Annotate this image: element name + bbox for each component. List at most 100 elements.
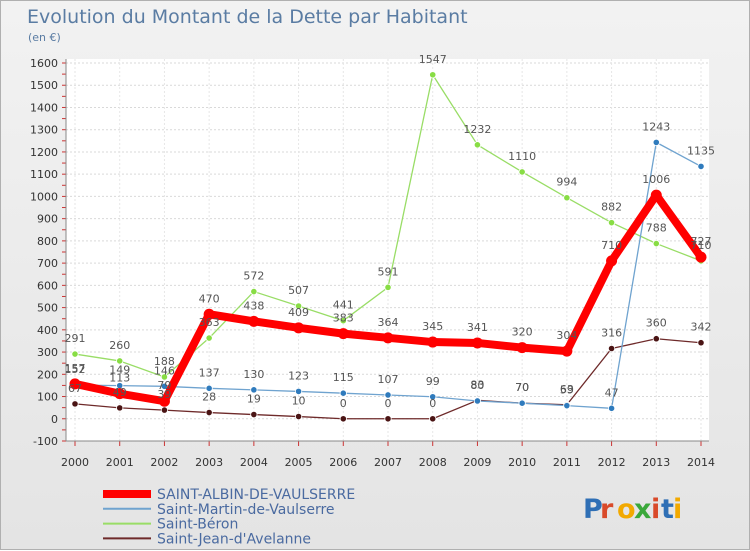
data-label: 788 [646, 222, 667, 235]
legend: SAINT-ALBIN-DE-VAULSERRESaint-Martin-de-… [103, 487, 355, 547]
data-point [114, 388, 126, 400]
x-tick-label: 2002 [150, 456, 178, 469]
data-label: 47 [605, 386, 619, 399]
legend-entry: SAINT-ALBIN-DE-VAULSERRE [157, 487, 355, 503]
data-label: 39 [157, 388, 171, 401]
data-point [516, 342, 528, 354]
data-point [429, 415, 437, 423]
data-label: 1547 [419, 53, 447, 66]
data-point [205, 384, 213, 392]
data-label: 342 [691, 321, 712, 334]
y-tick-label: 1200 [30, 146, 58, 159]
data-label: 345 [422, 320, 443, 333]
data-label: 115 [333, 371, 354, 384]
data-label: 507 [288, 284, 309, 297]
data-point [205, 408, 213, 417]
data-label: 364 [378, 316, 399, 329]
y-tick-label: 1600 [30, 57, 58, 70]
data-label: 157 [65, 362, 86, 375]
data-label: 1243 [642, 120, 670, 133]
legend-entry: Saint-Béron [157, 517, 238, 533]
data-point [382, 332, 394, 344]
data-point [384, 283, 392, 291]
y-tick-label: 1100 [30, 168, 58, 181]
data-label: 123 [288, 369, 309, 382]
data-point [652, 335, 660, 343]
chart-title: Evolution du Montant de la Dette par Hab… [27, 6, 468, 28]
y-tick-label: 800 [37, 235, 58, 248]
data-label: 383 [333, 312, 354, 325]
data-label: 304 [556, 329, 577, 342]
data-label: 99 [426, 375, 440, 388]
data-label: 0 [385, 397, 392, 410]
data-point [429, 71, 437, 79]
data-label: 882 [601, 201, 622, 214]
x-tick-label: 2000 [61, 456, 89, 469]
data-point [652, 239, 660, 248]
data-label: 0 [429, 397, 436, 410]
data-label: 80 [470, 379, 484, 392]
data-point [563, 402, 571, 410]
data-point [563, 194, 571, 202]
data-point [518, 168, 526, 176]
data-point [71, 400, 79, 408]
data-point [158, 395, 170, 407]
data-point [294, 387, 303, 396]
data-label: 1135 [687, 144, 715, 157]
x-tick-label: 2004 [240, 456, 268, 469]
y-tick-label: 900 [37, 213, 58, 226]
data-point [248, 315, 260, 327]
data-point [427, 336, 439, 348]
data-label: 152 [65, 363, 86, 376]
y-tick-label: 1300 [30, 124, 58, 137]
data-label: 63 [560, 383, 574, 396]
x-tick-label: 2006 [329, 456, 357, 469]
logo-letter: o [617, 494, 636, 525]
data-point [384, 391, 392, 399]
data-point [337, 328, 349, 340]
data-label: 441 [333, 299, 354, 312]
data-label: 107 [378, 373, 399, 386]
data-label: 149 [109, 364, 130, 377]
data-label: 146 [154, 364, 175, 377]
legend-entry: Saint-Jean-d'Avelanne [157, 531, 311, 547]
data-point [339, 389, 347, 397]
data-label: 710 [691, 239, 712, 252]
data-point [339, 317, 347, 325]
data-label: 409 [288, 306, 309, 319]
data-point [695, 251, 707, 263]
data-point [473, 397, 482, 405]
data-point [250, 386, 258, 394]
data-point [250, 287, 258, 296]
data-label: 363 [199, 316, 220, 329]
data-label: 0 [340, 397, 347, 410]
data-point [116, 404, 124, 412]
data-label: 994 [556, 176, 577, 189]
y-tick-label: 400 [37, 324, 58, 337]
data-point [160, 406, 169, 414]
data-label: 83 [470, 378, 484, 391]
data-point [339, 415, 347, 423]
data-label: 59 [560, 384, 574, 397]
data-label: 291 [65, 332, 86, 345]
data-point [652, 138, 660, 146]
x-tick-label: 2011 [553, 456, 581, 469]
logo-letter: r [600, 494, 614, 525]
y-tick-label: 600 [37, 279, 58, 292]
data-point [384, 415, 392, 423]
data-label: 188 [154, 355, 175, 368]
legend-entry: Saint-Martin-de-Vaulserre [157, 502, 335, 518]
x-tick-label: 2013 [642, 456, 670, 469]
data-point [294, 302, 303, 310]
data-point [71, 350, 79, 358]
data-label: 1006 [642, 173, 670, 186]
y-tick-label: 1400 [30, 101, 58, 114]
data-point [116, 357, 124, 365]
data-label: 438 [243, 299, 264, 312]
y-tick-label: 1500 [30, 79, 58, 92]
data-label: 727 [691, 235, 712, 248]
data-label: 316 [601, 327, 622, 340]
data-point [69, 378, 81, 390]
data-point [203, 308, 215, 320]
